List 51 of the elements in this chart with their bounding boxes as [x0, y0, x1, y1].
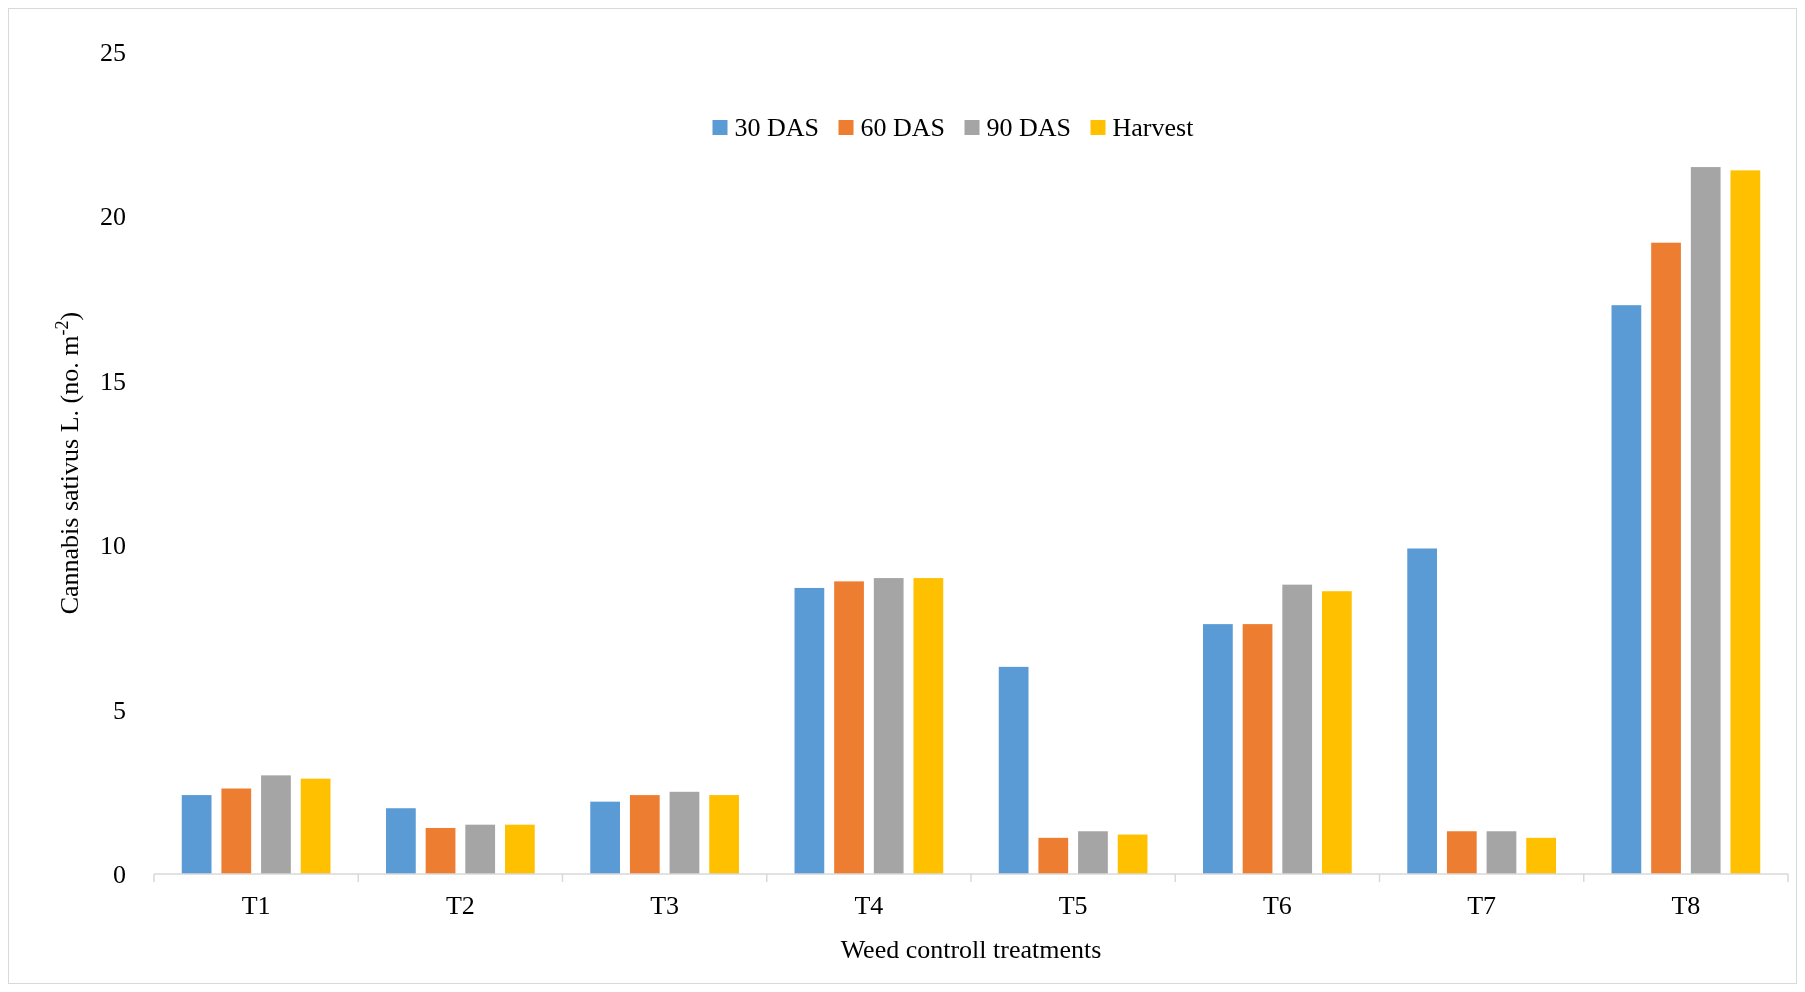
- bar: [1486, 831, 1517, 874]
- bar: [300, 778, 331, 874]
- bar: [1282, 584, 1313, 874]
- x-tick-label: T4: [854, 891, 884, 920]
- bar: [1730, 170, 1761, 874]
- x-tick-label: T6: [1262, 891, 1292, 920]
- bar: [1117, 834, 1148, 874]
- x-tick-label: T1: [241, 891, 271, 920]
- legend-label: Harvest: [1112, 113, 1195, 142]
- x-tick-label: T2: [445, 891, 475, 920]
- bar: [1078, 831, 1108, 874]
- bar: [221, 788, 252, 874]
- y-tick-label: 5: [113, 695, 126, 725]
- legend-label: 30 DAS: [734, 113, 820, 142]
- legend-label: 90 DAS: [986, 113, 1072, 142]
- bar: [669, 791, 700, 874]
- y-tick-label: 25: [100, 38, 126, 67]
- bar: [261, 775, 291, 874]
- bar: [1203, 624, 1233, 874]
- y-tick-label: 10: [100, 531, 126, 561]
- x-tick-label: T3: [650, 891, 680, 920]
- bar: [1651, 242, 1681, 874]
- bar: [590, 801, 621, 874]
- bar: [1526, 837, 1556, 874]
- y-tick-label: 0: [113, 860, 126, 889]
- bar: [834, 581, 864, 874]
- bar: [873, 578, 904, 874]
- bar: [504, 824, 535, 874]
- bar: [425, 827, 456, 874]
- bar: [1690, 167, 1721, 874]
- bar: [1407, 548, 1438, 874]
- x-tick-label: T8: [1671, 891, 1701, 920]
- bar: [386, 808, 416, 874]
- bar: [913, 578, 944, 874]
- bar: [709, 795, 739, 874]
- bar: [1321, 591, 1352, 874]
- y-tick-label: 20: [100, 202, 126, 232]
- bar: [1038, 837, 1069, 874]
- bar: [794, 587, 825, 874]
- x-tick-label: T7: [1467, 891, 1497, 920]
- bar: [465, 824, 496, 874]
- x-axis-title: Weed controll treatments: [840, 935, 1102, 964]
- bar: [181, 795, 212, 874]
- bar: [629, 795, 660, 874]
- bar: [1611, 305, 1642, 874]
- bar: [1242, 624, 1273, 874]
- bar: [1446, 831, 1477, 874]
- x-tick-label: T5: [1058, 891, 1088, 920]
- bar: [998, 666, 1029, 874]
- legend-label: 60 DAS: [860, 113, 946, 142]
- y-tick-label: 15: [100, 366, 126, 396]
